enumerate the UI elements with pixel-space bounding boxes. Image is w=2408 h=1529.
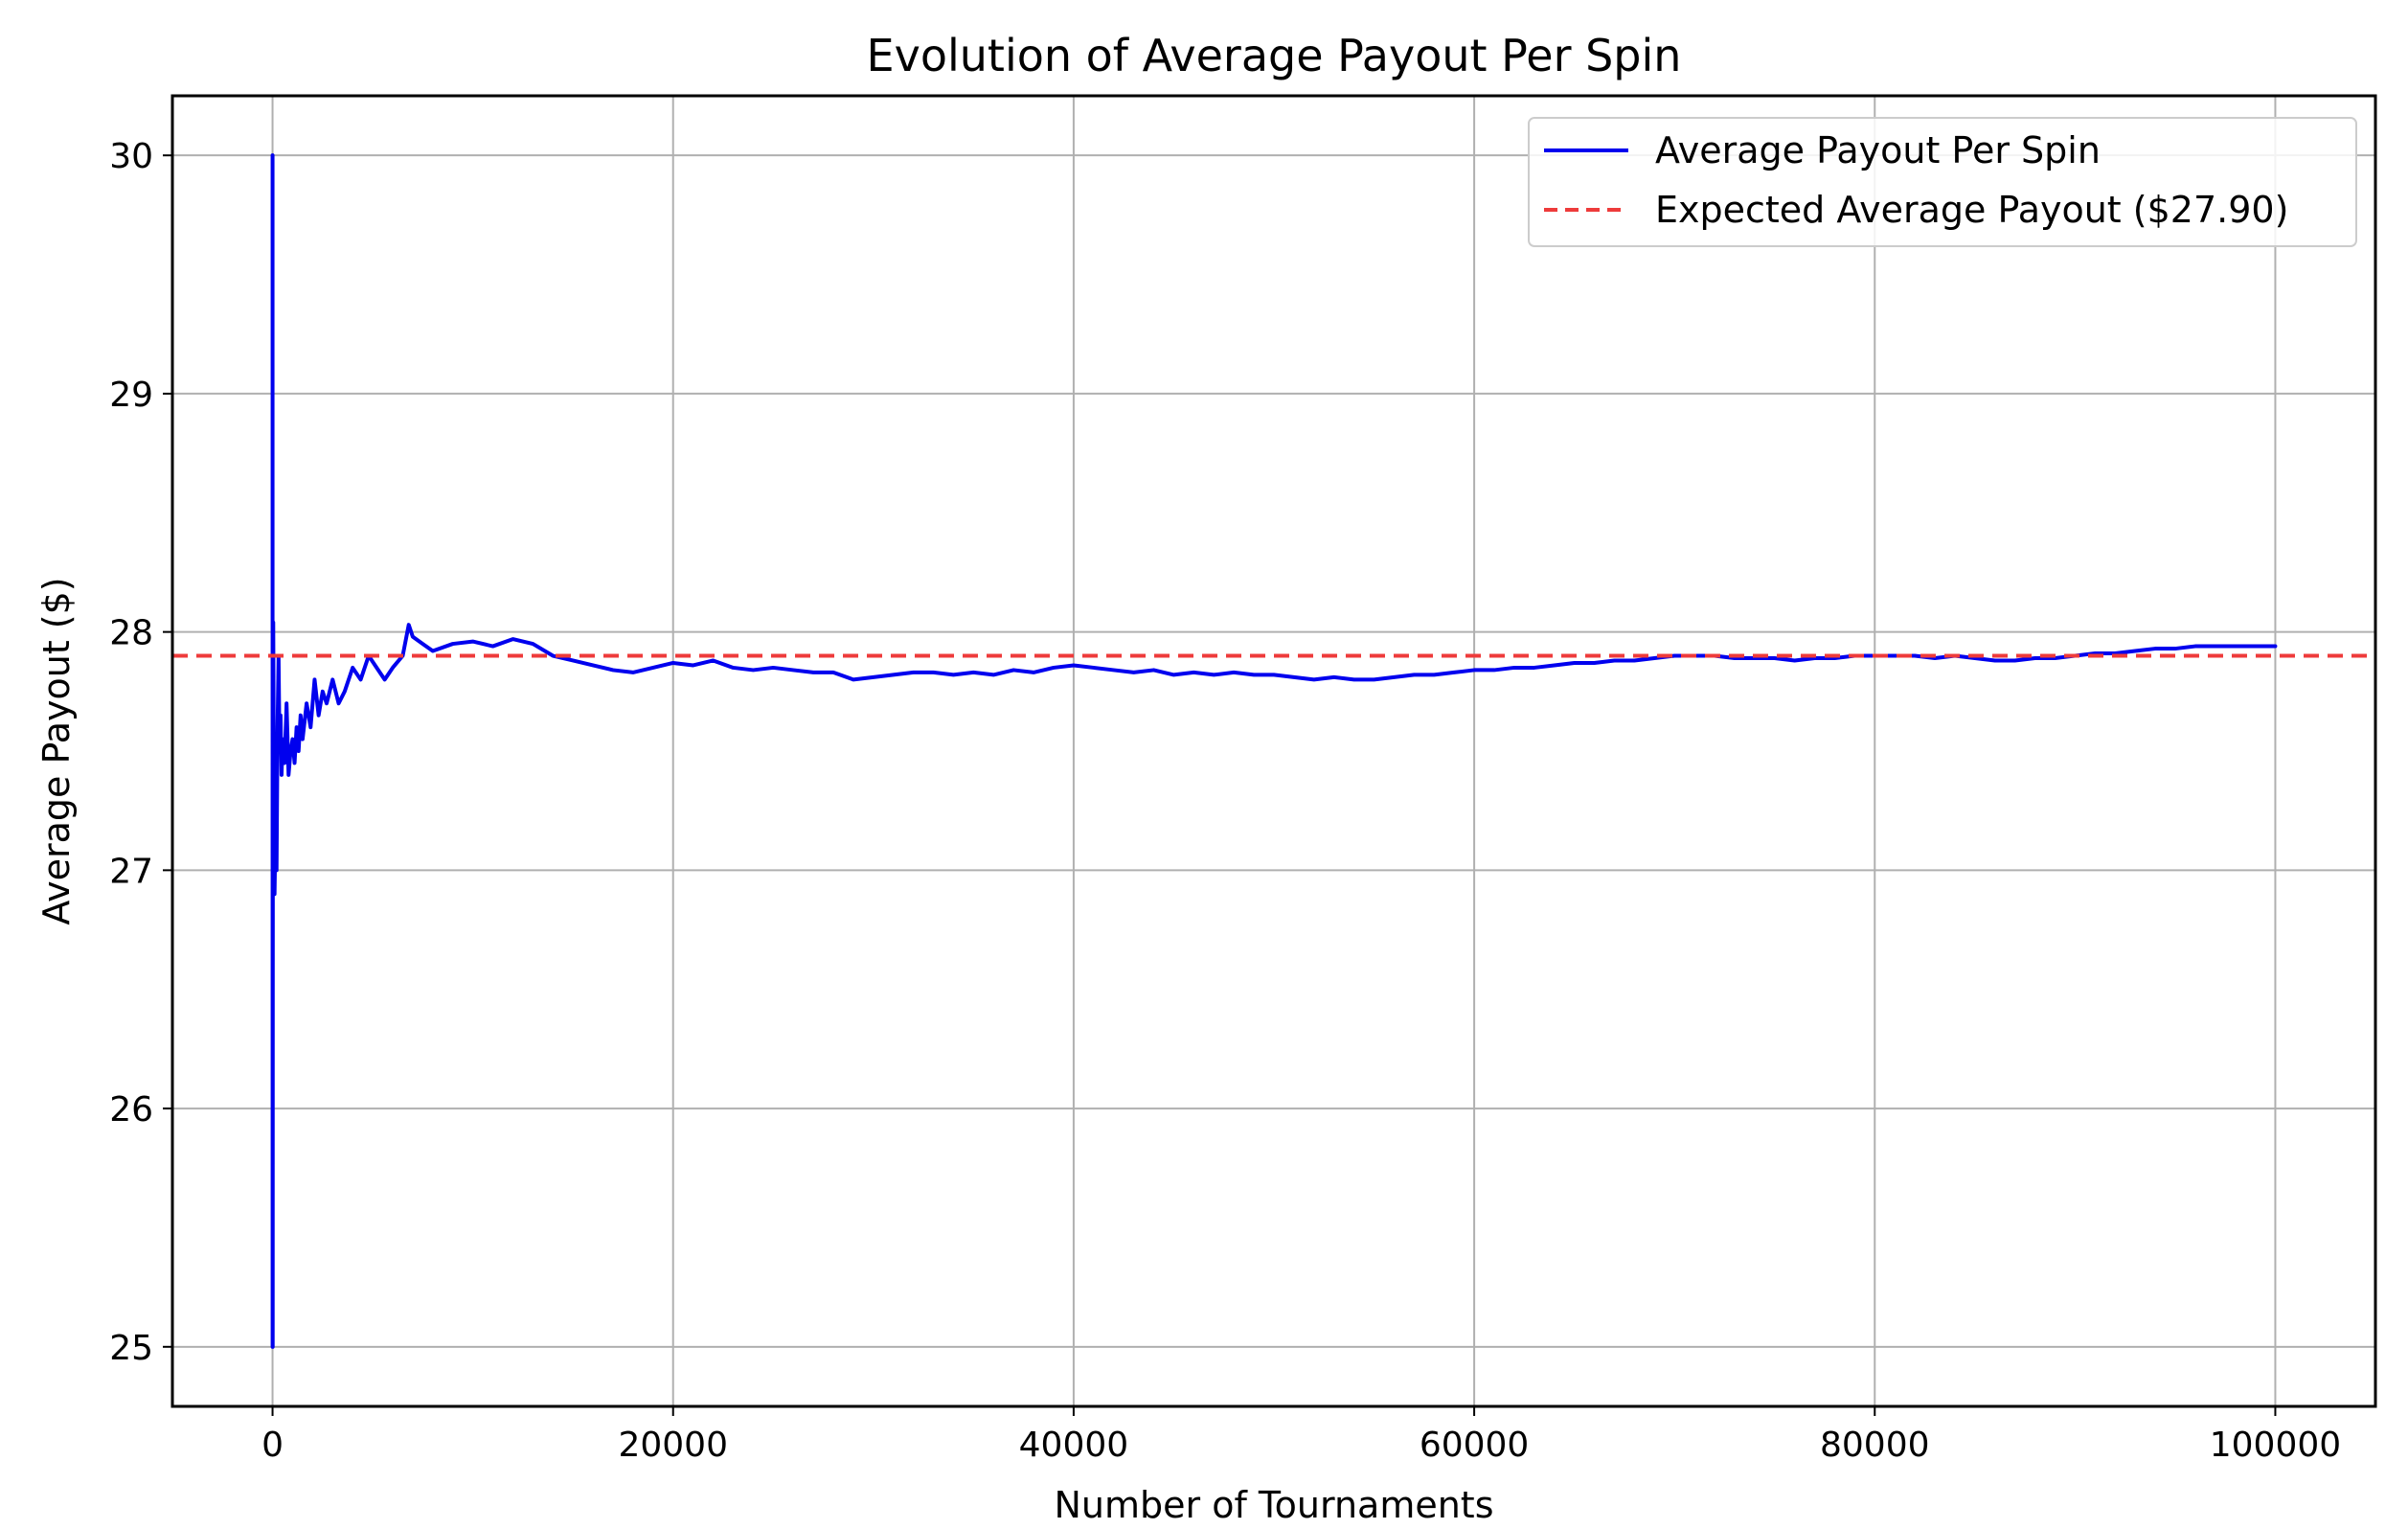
y-tick-label: 25 — [109, 1329, 153, 1368]
x-axis-title: Number of Tournaments — [1054, 1484, 1493, 1526]
x-tick-label: 20000 — [618, 1426, 728, 1465]
x-tick-label: 40000 — [1019, 1426, 1129, 1465]
y-tick-label: 28 — [109, 614, 153, 653]
x-tick-label: 100000 — [2210, 1426, 2341, 1465]
legend-label-expected-payout: Expected Average Payout ($27.90) — [1655, 189, 2288, 231]
legend-box — [1528, 117, 2357, 247]
series-line-average-payout — [270, 153, 2278, 1349]
x-tick-label: 80000 — [1820, 1426, 1930, 1465]
legend: Average Payout Per Spin Expected Average… — [1528, 117, 2357, 247]
y-tick-label: 29 — [109, 376, 153, 415]
x-tick-label: 60000 — [1420, 1426, 1530, 1465]
y-tick-label: 26 — [109, 1090, 153, 1130]
x-tick-label: 0 — [261, 1426, 284, 1465]
y-tick-label: 30 — [109, 137, 153, 176]
legend-label-average-payout: Average Payout Per Spin — [1655, 129, 2101, 171]
y-tick-label: 27 — [109, 852, 153, 891]
series-layer — [172, 153, 2375, 1349]
y-axis-title: Average Payout ($) — [35, 577, 78, 924]
plot-frame — [170, 94, 2377, 1408]
chart-title: Evolution of Average Payout Per Spin — [867, 30, 1682, 81]
ticks-layer: 0 20000 40000 60000 80000 100000 25 26 27 28 29 30 — [109, 137, 2341, 1465]
grid-layer — [172, 96, 2375, 1406]
